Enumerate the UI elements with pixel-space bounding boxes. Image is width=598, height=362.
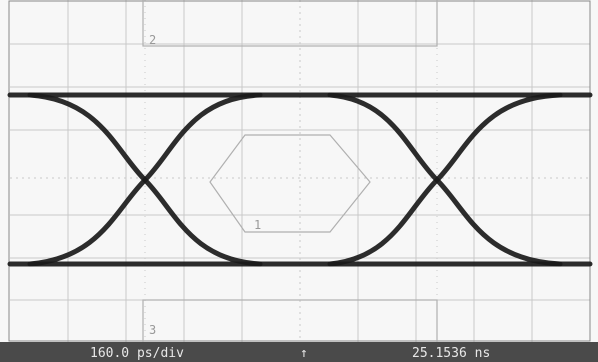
mask-label: 1 — [254, 218, 261, 232]
timebase: 160.0 ps/div — [90, 346, 184, 361]
mask-label: 2 — [149, 33, 156, 47]
position: 25.1536 ns — [412, 346, 490, 361]
page: 1 2 3 160.0 ps/div ↑ 25.1536 ns (() => {… — [0, 0, 598, 362]
trigger-marker: ↑ — [300, 346, 308, 361]
display-area — [0, 0, 598, 342]
scope-screen: 1 2 3 160.0 ps/div ↑ 25.1536 ns — [0, 0, 598, 362]
mask-label: 3 — [149, 323, 156, 337]
